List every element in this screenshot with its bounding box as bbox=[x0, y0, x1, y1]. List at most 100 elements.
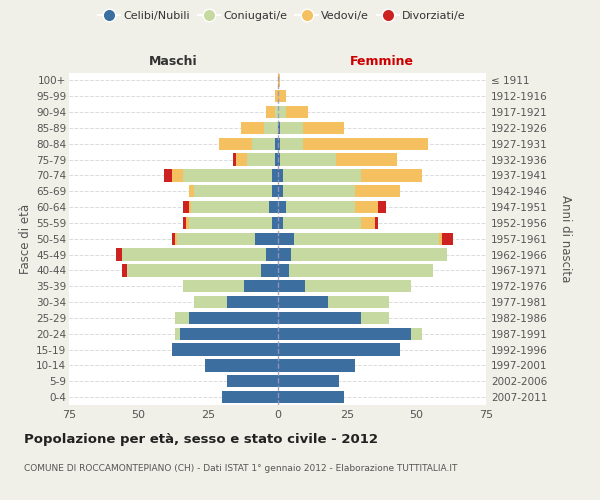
Bar bbox=[277, 248, 292, 261]
Bar bbox=[188, 201, 191, 213]
Bar bbox=[194, 185, 272, 198]
Bar bbox=[442, 232, 452, 245]
Bar bbox=[277, 375, 338, 388]
Bar bbox=[289, 264, 433, 276]
Bar bbox=[222, 391, 277, 404]
Bar bbox=[283, 185, 355, 198]
Bar bbox=[355, 201, 377, 213]
Bar bbox=[127, 264, 261, 276]
Bar bbox=[116, 248, 122, 261]
Bar bbox=[277, 74, 280, 86]
Bar bbox=[277, 296, 328, 308]
Bar bbox=[305, 280, 411, 292]
Bar bbox=[253, 138, 275, 150]
Y-axis label: Anni di nascita: Anni di nascita bbox=[559, 195, 572, 282]
Bar bbox=[277, 328, 411, 340]
Bar bbox=[164, 169, 172, 181]
Bar bbox=[175, 232, 178, 245]
Bar bbox=[277, 154, 280, 166]
Bar bbox=[292, 248, 447, 261]
Y-axis label: Fasce di età: Fasce di età bbox=[19, 204, 32, 274]
Bar bbox=[302, 122, 344, 134]
Bar bbox=[277, 138, 280, 150]
Bar bbox=[277, 90, 286, 102]
Bar bbox=[283, 216, 361, 229]
Bar bbox=[236, 154, 247, 166]
Bar bbox=[122, 248, 266, 261]
Bar bbox=[175, 312, 188, 324]
Bar bbox=[272, 216, 277, 229]
Bar bbox=[375, 216, 377, 229]
Bar bbox=[277, 169, 283, 181]
Bar bbox=[302, 138, 428, 150]
Bar bbox=[377, 201, 386, 213]
Bar bbox=[244, 280, 277, 292]
Bar bbox=[280, 154, 336, 166]
Bar bbox=[361, 169, 422, 181]
Bar bbox=[263, 122, 277, 134]
Bar bbox=[266, 106, 275, 118]
Bar bbox=[277, 312, 361, 324]
Bar bbox=[172, 169, 183, 181]
Bar bbox=[261, 264, 277, 276]
Bar bbox=[277, 280, 305, 292]
Bar bbox=[275, 90, 277, 102]
Bar bbox=[183, 280, 244, 292]
Bar bbox=[277, 122, 280, 134]
Bar bbox=[361, 312, 389, 324]
Bar bbox=[272, 185, 277, 198]
Bar bbox=[272, 169, 277, 181]
Bar bbox=[286, 106, 308, 118]
Bar bbox=[294, 232, 439, 245]
Bar bbox=[280, 122, 302, 134]
Bar bbox=[188, 312, 277, 324]
Bar bbox=[205, 359, 277, 372]
Bar bbox=[277, 106, 286, 118]
Bar bbox=[336, 154, 397, 166]
Bar bbox=[178, 232, 255, 245]
Bar bbox=[122, 264, 127, 276]
Bar bbox=[277, 264, 289, 276]
Bar bbox=[183, 169, 272, 181]
Bar bbox=[172, 232, 175, 245]
Bar bbox=[180, 328, 277, 340]
Bar bbox=[241, 122, 263, 134]
Bar bbox=[233, 154, 236, 166]
Bar bbox=[275, 138, 277, 150]
Bar bbox=[188, 216, 272, 229]
Bar bbox=[275, 154, 277, 166]
Bar bbox=[277, 201, 286, 213]
Text: Popolazione per età, sesso e stato civile - 2012: Popolazione per età, sesso e stato civil… bbox=[24, 432, 378, 446]
Bar bbox=[355, 185, 400, 198]
Bar bbox=[277, 359, 355, 372]
Bar bbox=[183, 216, 186, 229]
Bar bbox=[194, 296, 227, 308]
Bar bbox=[280, 138, 302, 150]
Bar bbox=[277, 232, 294, 245]
Bar bbox=[227, 296, 277, 308]
Text: Femmine: Femmine bbox=[350, 54, 414, 68]
Bar bbox=[175, 328, 180, 340]
Bar bbox=[277, 344, 400, 356]
Bar bbox=[255, 232, 277, 245]
Bar bbox=[186, 216, 188, 229]
Bar bbox=[361, 216, 375, 229]
Bar bbox=[283, 169, 361, 181]
Bar bbox=[172, 344, 277, 356]
Legend: Celibi/Nubili, Coniugati/e, Vedovi/e, Divorziati/e: Celibi/Nubili, Coniugati/e, Vedovi/e, Di… bbox=[94, 6, 470, 26]
Bar bbox=[286, 201, 355, 213]
Bar bbox=[277, 391, 344, 404]
Bar bbox=[266, 248, 277, 261]
Bar bbox=[269, 201, 277, 213]
Bar bbox=[247, 154, 275, 166]
Bar bbox=[277, 185, 283, 198]
Bar bbox=[277, 216, 283, 229]
Bar bbox=[439, 232, 442, 245]
Bar bbox=[191, 201, 269, 213]
Bar bbox=[275, 106, 277, 118]
Bar bbox=[227, 375, 277, 388]
Text: COMUNE DI ROCCAMONTEPIANO (CH) - Dati ISTAT 1° gennaio 2012 - Elaborazione TUTTI: COMUNE DI ROCCAMONTEPIANO (CH) - Dati IS… bbox=[24, 464, 457, 473]
Bar bbox=[328, 296, 389, 308]
Bar bbox=[219, 138, 253, 150]
Bar bbox=[183, 201, 188, 213]
